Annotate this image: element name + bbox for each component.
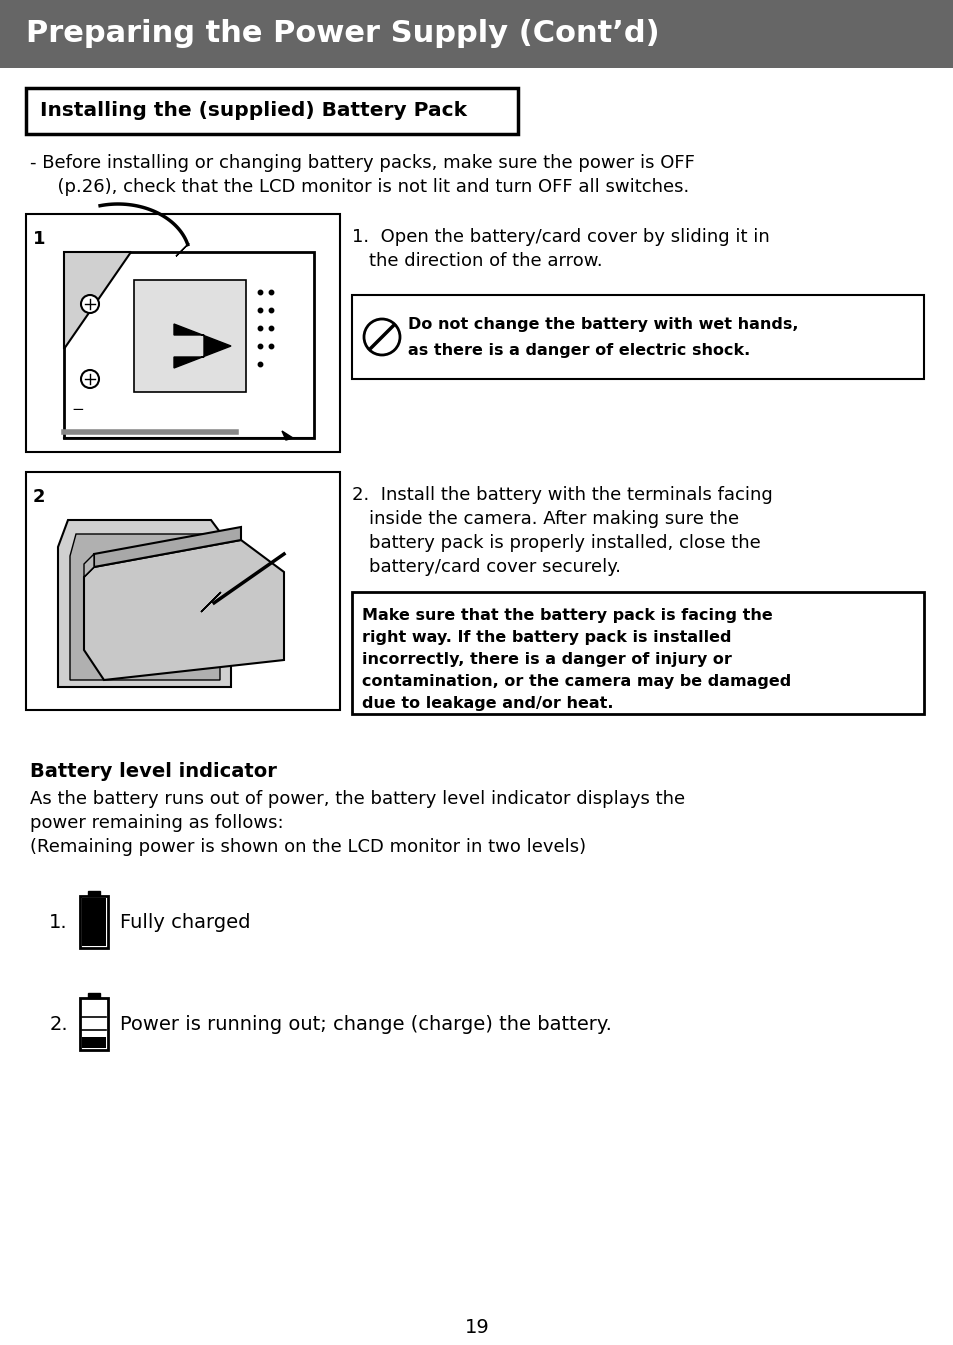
Text: Preparing the Power Supply (Cont’d): Preparing the Power Supply (Cont’d) [26,19,659,48]
Polygon shape [64,252,314,438]
Text: 1.: 1. [50,912,68,932]
FancyBboxPatch shape [352,592,923,714]
Circle shape [81,370,99,387]
FancyBboxPatch shape [352,295,923,379]
Text: due to leakage and/or heat.: due to leakage and/or heat. [361,695,613,712]
Polygon shape [58,521,231,687]
Polygon shape [201,592,221,612]
Polygon shape [173,324,231,369]
FancyBboxPatch shape [26,472,339,710]
Text: (p.26), check that the LCD monitor is not lit and turn OFF all switches.: (p.26), check that the LCD monitor is no… [46,178,688,196]
FancyBboxPatch shape [80,896,108,948]
Text: Power is running out; change (charge) the battery.: Power is running out; change (charge) th… [120,1014,611,1033]
FancyBboxPatch shape [133,280,246,391]
Text: power remaining as follows:: power remaining as follows: [30,814,283,833]
FancyBboxPatch shape [26,87,517,134]
Polygon shape [94,527,241,568]
Text: 2: 2 [33,488,46,506]
FancyBboxPatch shape [26,214,339,452]
Polygon shape [176,243,189,257]
Polygon shape [84,554,94,577]
Polygon shape [84,539,284,681]
Text: Battery level indicator: Battery level indicator [30,763,276,781]
Text: As the battery runs out of power, the battery level indicator displays the: As the battery runs out of power, the ba… [30,790,684,808]
FancyBboxPatch shape [82,898,106,946]
Text: 1: 1 [33,230,46,247]
Text: Do not change the battery with wet hands,: Do not change the battery with wet hands… [408,317,798,332]
Text: Installing the (supplied) Battery Pack: Installing the (supplied) Battery Pack [40,101,467,121]
Text: Fully charged: Fully charged [120,912,251,932]
Text: the direction of the arrow.: the direction of the arrow. [369,252,602,270]
Text: inside the camera. After making sure the: inside the camera. After making sure the [369,510,739,529]
Text: −: − [71,402,84,417]
Text: contamination, or the camera may be damaged: contamination, or the camera may be dama… [361,674,790,689]
FancyBboxPatch shape [82,1037,106,1048]
Text: (Remaining power is shown on the LCD monitor in two levels): (Remaining power is shown on the LCD mon… [30,838,585,855]
Text: Make sure that the battery pack is facing the: Make sure that the battery pack is facin… [361,608,772,623]
Polygon shape [70,534,220,681]
Text: battery/card cover securely.: battery/card cover securely. [369,558,620,576]
Polygon shape [64,252,131,348]
Text: incorrectly, there is a danger of injury or: incorrectly, there is a danger of injury… [361,652,731,667]
Text: battery pack is properly installed, close the: battery pack is properly installed, clos… [369,534,760,551]
FancyBboxPatch shape [80,998,108,1050]
Circle shape [81,295,99,313]
Text: right way. If the battery pack is installed: right way. If the battery pack is instal… [361,629,731,646]
Text: as there is a danger of electric shock.: as there is a danger of electric shock. [408,343,749,358]
FancyBboxPatch shape [0,0,953,69]
FancyBboxPatch shape [88,993,100,998]
Text: 2.  Install the battery with the terminals facing: 2. Install the battery with the terminal… [352,486,772,504]
Polygon shape [282,430,293,440]
Text: - Before installing or changing battery packs, make sure the power is OFF: - Before installing or changing battery … [30,153,694,172]
Circle shape [364,319,399,355]
FancyBboxPatch shape [88,890,100,896]
Text: 19: 19 [464,1318,489,1337]
Text: 1.  Open the battery/card cover by sliding it in: 1. Open the battery/card cover by slidin… [352,229,769,246]
Text: 2.: 2. [50,1014,68,1033]
